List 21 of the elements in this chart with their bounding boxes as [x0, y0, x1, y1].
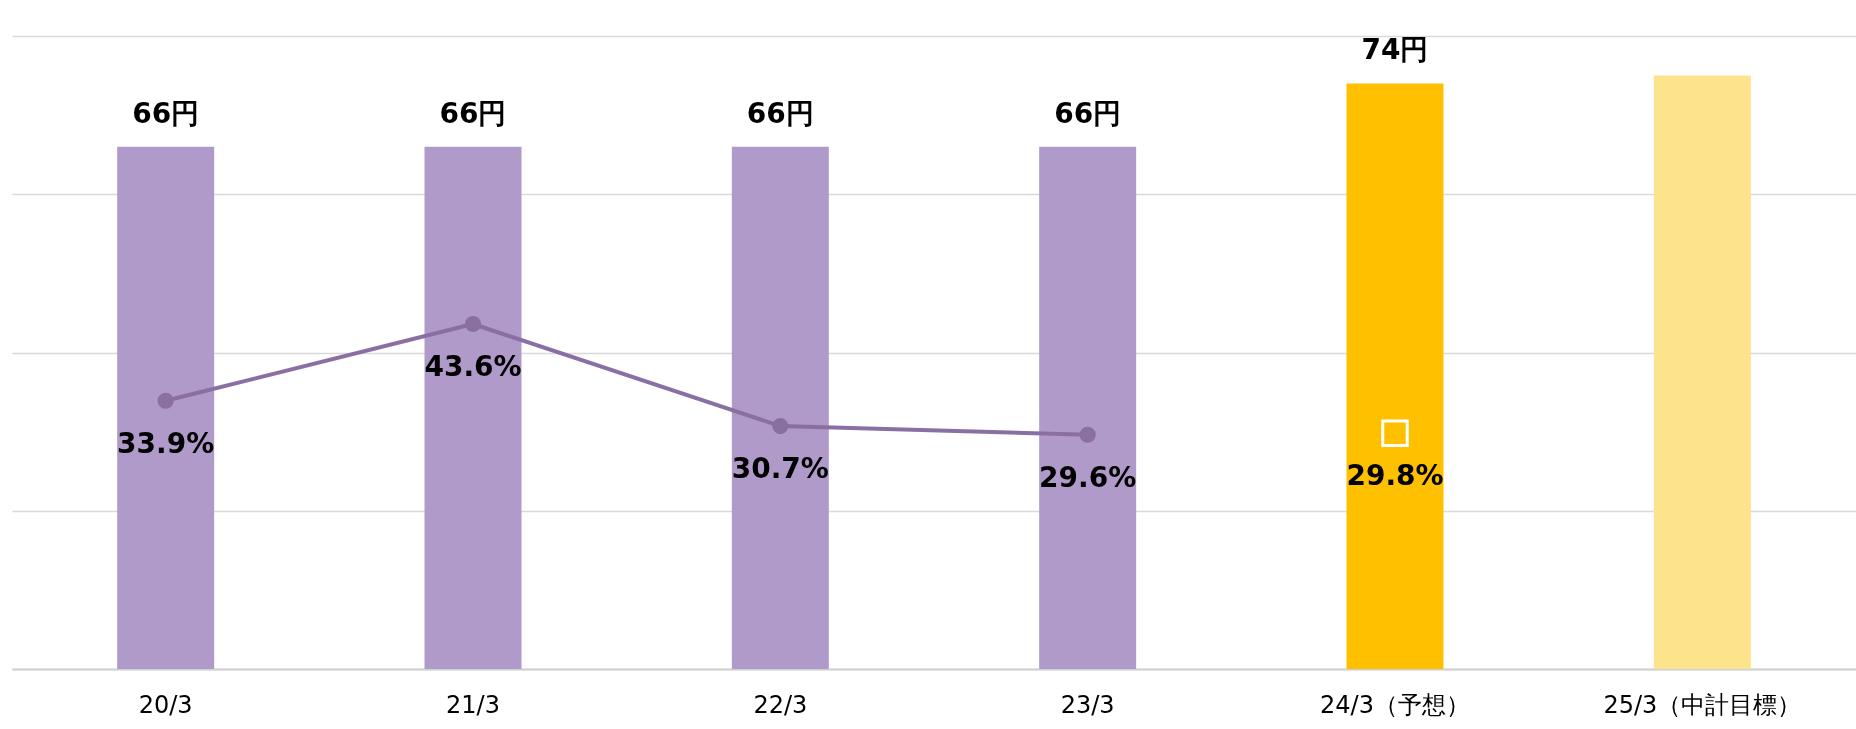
- x-tick-label: 24/3（予想）: [1320, 690, 1470, 719]
- x-tick-label: 21/3: [446, 690, 500, 719]
- point: [157, 392, 174, 409]
- x-tick-label: 25/3（中計目標）: [1603, 690, 1802, 719]
- point: [1079, 426, 1096, 443]
- data-label: 29.6%: [1039, 460, 1137, 494]
- point: [772, 418, 789, 435]
- x-tick-label: 20/3: [138, 690, 193, 719]
- data-label: 66円: [1054, 96, 1122, 130]
- data-label: 66円: [439, 96, 507, 130]
- x-tick-label: 23/3: [1060, 690, 1115, 719]
- x-tick-label: 22/3: [753, 690, 808, 719]
- data-label: 30.7%: [731, 452, 829, 486]
- data-label: 66円: [132, 96, 200, 130]
- data-label: 43.6%: [424, 350, 522, 384]
- data-label: 29.8%: [1346, 459, 1444, 493]
- data-label: 66円: [746, 96, 814, 130]
- point: [1381, 419, 1409, 447]
- point: [464, 315, 482, 333]
- data-label: 74円: [1361, 33, 1429, 67]
- data-label: 33.9%: [117, 426, 215, 460]
